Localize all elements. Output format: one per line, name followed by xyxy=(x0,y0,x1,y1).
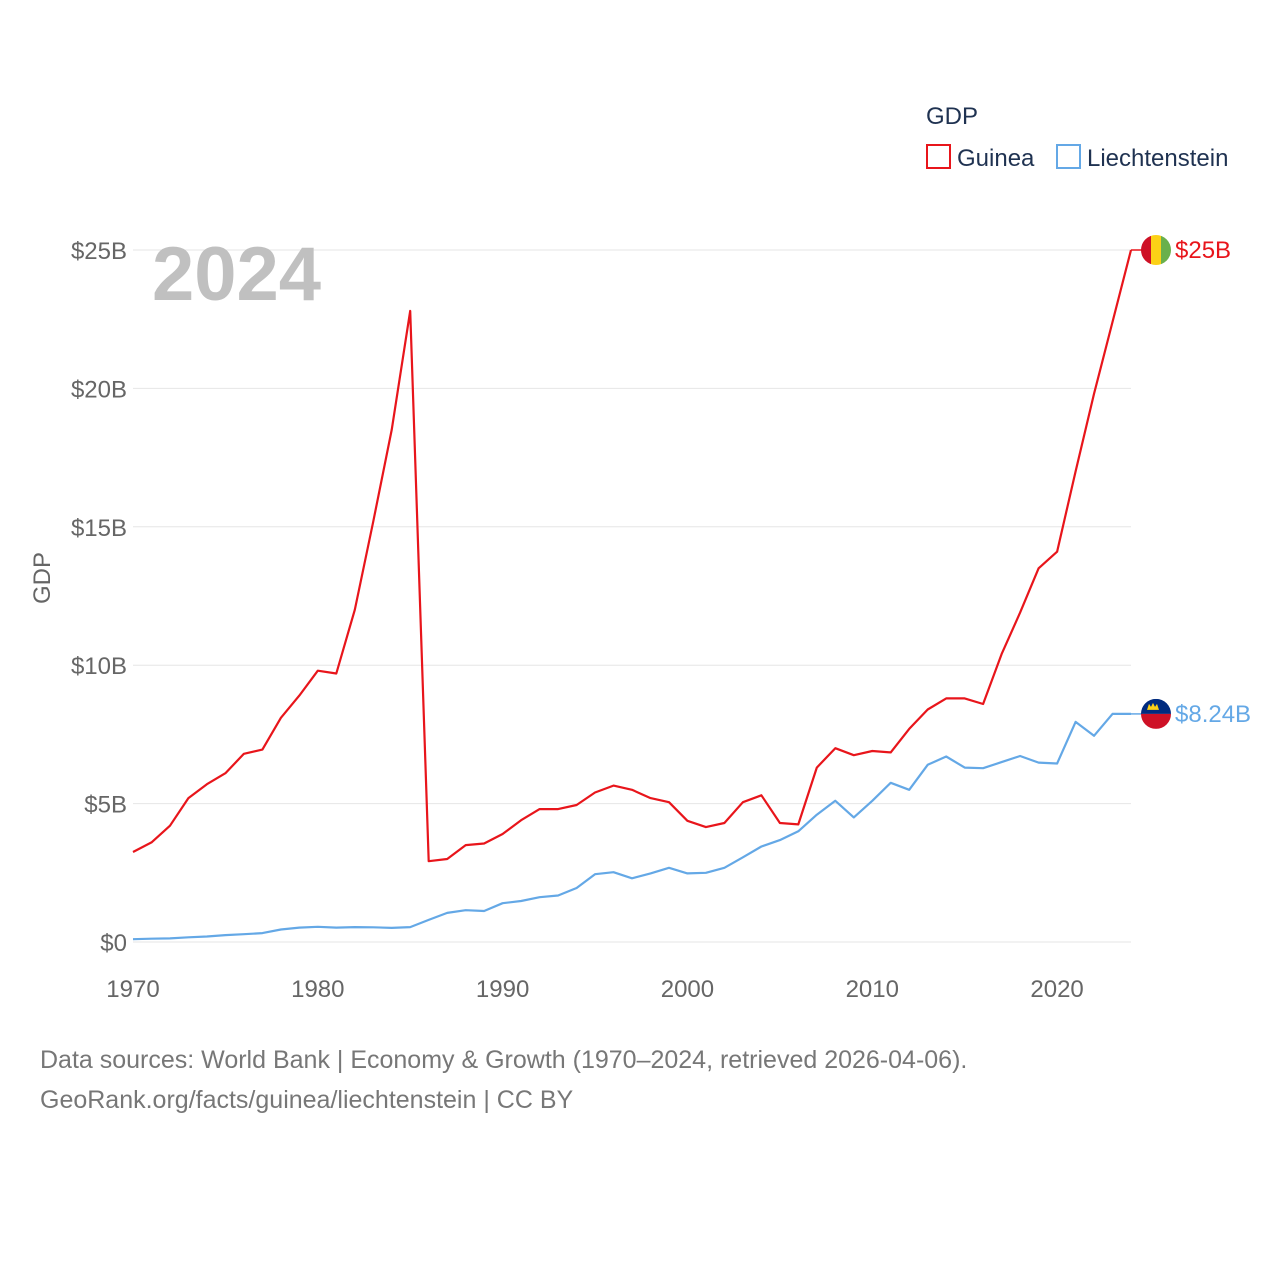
footer-sources: Data sources: World Bank | Economy & Gro… xyxy=(40,1046,968,1074)
y-tick-label: $10B xyxy=(71,653,127,680)
legend-swatch-guinea xyxy=(926,144,951,169)
legend-title: GDP xyxy=(926,103,978,130)
end-label-guinea: $25B xyxy=(1175,237,1231,264)
footer-link[interactable]: GeoRank.org/facts/guinea/liechtenstein |… xyxy=(40,1086,574,1114)
year-label: 2024 xyxy=(152,232,321,317)
legend-label-liechtenstein: Liechtenstein xyxy=(1087,145,1228,172)
y-tick-label: $25B xyxy=(71,238,127,265)
gridlines xyxy=(133,249,1131,943)
flag-liechtenstein-icon xyxy=(1141,698,1171,729)
legend: GDP Guinea Liechtenstein xyxy=(926,103,1228,172)
footer: Data sources: World Bank | Economy & Gro… xyxy=(40,1040,967,1120)
legend-swatch-liechtenstein xyxy=(1056,144,1081,169)
series-end-markers: $25B $8.24B xyxy=(1131,235,1251,729)
x-tick-label: 1990 xyxy=(476,976,529,1003)
y-tick-label: $5B xyxy=(84,792,127,819)
series-line-liechtenstein[interactable] xyxy=(132,712,1131,941)
x-axis-ticks: 1970 1980 1990 2000 2010 2020 xyxy=(106,976,1083,1003)
flag-guinea-icon xyxy=(1141,235,1171,265)
x-tick-label: 1980 xyxy=(291,976,344,1003)
x-tick-label: 2010 xyxy=(846,976,899,1003)
y-tick-label: $20B xyxy=(71,376,127,403)
y-axis-label: GDP xyxy=(29,552,56,604)
x-tick-label: 2020 xyxy=(1030,976,1083,1003)
y-tick-label: $0 xyxy=(100,930,127,957)
legend-label-guinea: Guinea xyxy=(957,145,1035,172)
legend-item-guinea[interactable]: Guinea xyxy=(926,144,1035,172)
series-lines xyxy=(132,249,1133,941)
x-tick-label: 2000 xyxy=(661,976,714,1003)
legend-item-liechtenstein[interactable]: Liechtenstein xyxy=(1056,144,1228,172)
y-axis-ticks: $0 $5B $10B $15B $20B $25B xyxy=(71,238,127,957)
series-line-guinea[interactable] xyxy=(132,249,1133,863)
y-tick-label: $15B xyxy=(71,515,127,542)
end-label-liechtenstein: $8.24B xyxy=(1175,701,1251,728)
x-tick-label: 1970 xyxy=(106,976,159,1003)
